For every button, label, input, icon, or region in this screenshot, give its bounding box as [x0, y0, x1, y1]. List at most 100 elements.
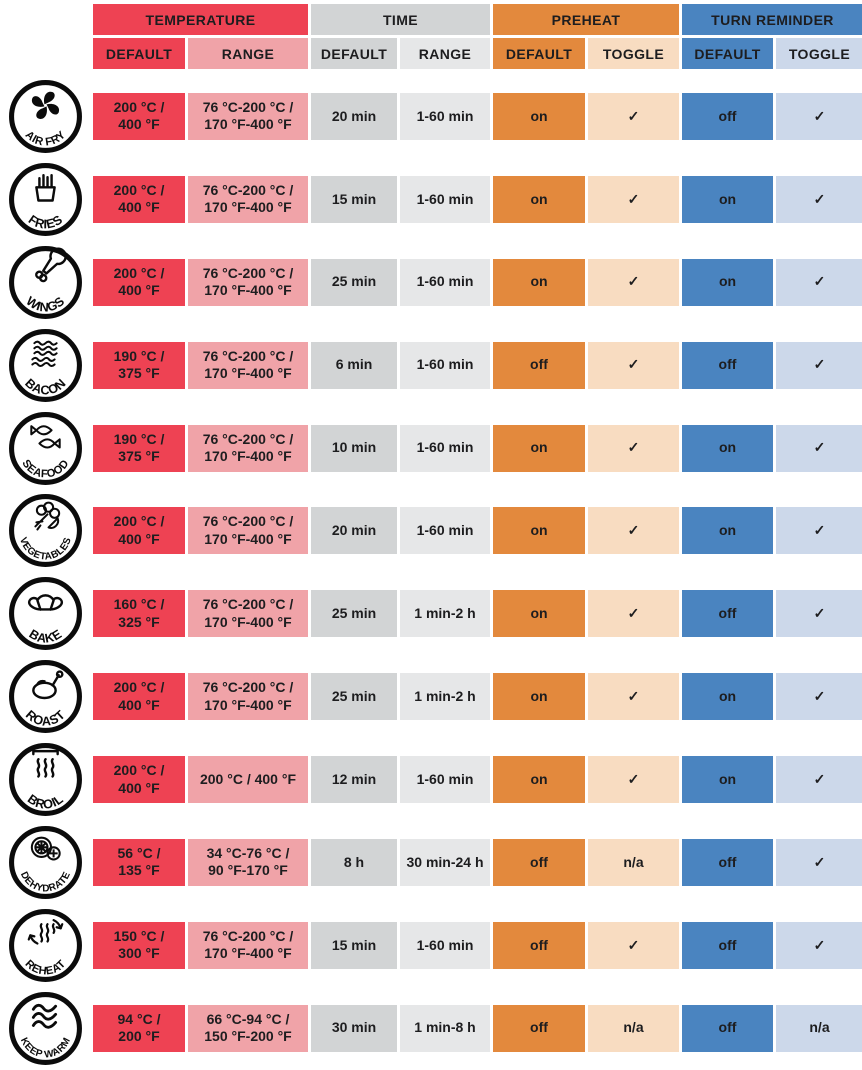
turn-reminder-toggle-cell: n/a — [776, 1004, 862, 1052]
time-range-cell: 1-60 min — [400, 92, 490, 140]
preheat-toggle-cell: ✓ — [588, 590, 679, 638]
turn-reminder-toggle-cell: ✓ — [776, 507, 862, 555]
mode-icon-cell: AIR FRY — [0, 78, 90, 155]
preheat-default-cell: off — [493, 341, 585, 389]
icon-circle — [8, 411, 82, 485]
table-row: FRIES 200 °C / 400 °F 76 °C-200 °C / 170… — [0, 158, 862, 241]
temp-range-cell: 76 °C-200 °C / 170 °F-400 °F — [188, 424, 308, 472]
time-default-cell: 25 min — [311, 258, 397, 306]
icon-circle — [8, 245, 82, 319]
mode-icon-cell: WINGS — [0, 244, 90, 321]
turn-reminder-toggle-cell: ✓ — [776, 838, 862, 886]
temp-range-cell: 76 °C-200 °C / 170 °F-400 °F — [188, 673, 308, 721]
icon-circle — [8, 79, 82, 153]
time-default-cell: 10 min — [311, 424, 397, 472]
turn-reminder-toggle-cell: ✓ — [776, 921, 862, 969]
time-default-cell: 12 min — [311, 756, 397, 804]
svg-text:BROIL: BROIL — [24, 792, 65, 812]
temp-range-cell: 76 °C-200 °C / 170 °F-400 °F — [188, 921, 308, 969]
col-group-preheat: PREHEAT — [493, 4, 679, 35]
preheat-default-cell: on — [493, 590, 585, 638]
temp-range-cell: 76 °C-200 °C / 170 °F-400 °F — [188, 258, 308, 306]
mode-label: BAKE — [26, 627, 64, 646]
preheat-default-cell: on — [493, 92, 585, 140]
temp-default-cell: 56 °C / 135 °F — [93, 838, 185, 886]
preheat-toggle-cell: ✓ — [588, 258, 679, 306]
svg-text:ROAST: ROAST — [22, 708, 67, 729]
time-range-cell: 1-60 min — [400, 921, 490, 969]
table-row: ROAST 200 °C / 400 °F 76 °C-200 °C / 170… — [0, 655, 862, 738]
subheader-turn-default: DEFAULT — [682, 38, 773, 69]
temp-default-cell: 190 °C / 375 °F — [93, 424, 185, 472]
icon-circle — [8, 328, 82, 402]
icon-circle — [8, 991, 82, 1065]
preheat-default-cell: on — [493, 756, 585, 804]
turn-reminder-default-cell: off — [682, 92, 773, 140]
time-range-cell: 1-60 min — [400, 507, 490, 555]
turn-reminder-default-cell: on — [682, 424, 773, 472]
temp-default-cell: 200 °C / 400 °F — [93, 673, 185, 721]
time-default-cell: 8 h — [311, 838, 397, 886]
dehydrate-icon: DEHYDRATE — [8, 825, 82, 899]
vegetables-icon: VEGETABLES — [8, 494, 82, 568]
preheat-toggle-cell: ✓ — [588, 175, 679, 223]
table-header: TEMPERATURE TIME PREHEAT TURN REMINDER D… — [0, 4, 862, 69]
turn-reminder-toggle-cell: ✓ — [776, 258, 862, 306]
svg-text:WINGS: WINGS — [23, 294, 67, 315]
temp-default-cell: 200 °C / 400 °F — [93, 507, 185, 555]
time-default-cell: 6 min — [311, 341, 397, 389]
header-spacer — [0, 38, 90, 69]
subheader-temp-default: DEFAULT — [93, 38, 185, 69]
mode-icon-cell: DEHYDRATE — [0, 824, 90, 901]
time-default-cell: 20 min — [311, 92, 397, 140]
time-range-cell: 1-60 min — [400, 424, 490, 472]
temp-default-cell: 200 °C / 400 °F — [93, 258, 185, 306]
table-row: BAKE 160 °C / 325 °F 76 °C-200 °C / 170 … — [0, 572, 862, 655]
mode-icon-cell: FRIES — [0, 161, 90, 238]
subheader-preheat-toggle: TOGGLE — [588, 38, 679, 69]
turn-reminder-default-cell: on — [682, 258, 773, 306]
table-row: BROIL 200 °C / 400 °F 200 °C / 400 °F 12… — [0, 738, 862, 821]
icon-circle — [8, 825, 82, 899]
preheat-toggle-cell: ✓ — [588, 92, 679, 140]
preheat-toggle-cell: ✓ — [588, 341, 679, 389]
col-group-turn-reminder: TURN REMINDER — [682, 4, 862, 35]
mode-label: ROAST — [22, 708, 67, 729]
mode-label: BROIL — [24, 792, 65, 812]
preheat-toggle-cell: ✓ — [588, 673, 679, 721]
temp-default-cell: 150 °C / 300 °F — [93, 921, 185, 969]
temp-range-cell: 200 °C / 400 °F — [188, 756, 308, 804]
temp-default-cell: 190 °C / 375 °F — [93, 341, 185, 389]
temp-default-cell: 160 °C / 325 °F — [93, 590, 185, 638]
turn-reminder-default-cell: off — [682, 921, 773, 969]
turn-reminder-default-cell: off — [682, 838, 773, 886]
preheat-toggle-cell: ✓ — [588, 507, 679, 555]
preheat-default-cell: on — [493, 258, 585, 306]
subheader-preheat-default: DEFAULT — [493, 38, 585, 69]
turn-reminder-default-cell: on — [682, 673, 773, 721]
preheat-toggle-cell: n/a — [588, 838, 679, 886]
table-body: AIR FRY 200 °C / 400 °F 76 °C-200 °C / 1… — [0, 75, 862, 1070]
time-default-cell: 15 min — [311, 921, 397, 969]
roast-icon: ROAST — [8, 660, 82, 734]
time-range-cell: 1 min-2 h — [400, 590, 490, 638]
turn-reminder-default-cell: on — [682, 756, 773, 804]
mode-label: FRIES — [25, 212, 64, 231]
table-row: KEEP WARM 94 °C / 200 °F 66 °C-94 °C / 1… — [0, 987, 862, 1070]
preheat-default-cell: off — [493, 838, 585, 886]
icon-circle — [8, 908, 82, 982]
svg-text:FRIES: FRIES — [25, 212, 65, 231]
time-default-cell: 25 min — [311, 673, 397, 721]
time-range-cell: 1-60 min — [400, 175, 490, 223]
mode-label: REHEAT — [22, 958, 67, 978]
keep-warm-icon: KEEP WARM — [8, 991, 82, 1065]
mode-label: WINGS — [23, 294, 67, 315]
preheat-default-cell: off — [493, 921, 585, 969]
preheat-default-cell: on — [493, 175, 585, 223]
icon-circle — [8, 660, 82, 734]
turn-reminder-default-cell: off — [682, 341, 773, 389]
preheat-toggle-cell: ✓ — [588, 921, 679, 969]
time-range-cell: 1 min-8 h — [400, 1004, 490, 1052]
icon-circle — [8, 494, 82, 568]
